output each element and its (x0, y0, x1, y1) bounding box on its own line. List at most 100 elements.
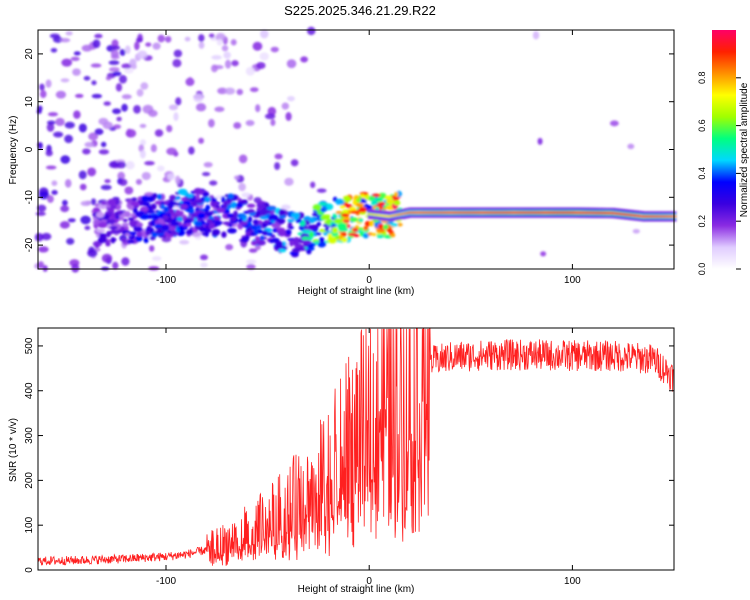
spectrogram-cell (376, 234, 385, 239)
spectrogram-cell (404, 212, 409, 215)
spectrogram-cell (211, 64, 218, 73)
spectrogram-cell (198, 34, 205, 42)
spectrogram-cell (128, 231, 137, 236)
spectrogram-cell (356, 197, 361, 203)
spectrogram-cell (149, 245, 155, 252)
spectrogram-cell (382, 224, 389, 230)
spectrogram-cell (167, 204, 173, 210)
spectrogram-cell (139, 214, 150, 220)
spectrogram-cell (300, 56, 308, 63)
spectrogram-cell (223, 209, 230, 214)
spectrogram-cell (473, 211, 478, 214)
colorbar-tick-label: 0.2 (697, 215, 707, 228)
spectrogram-cell (363, 225, 369, 231)
spectrogram-cell (453, 211, 458, 214)
spectrogram-cell (146, 210, 156, 214)
spectrogram-cell (270, 46, 279, 53)
spectrogram-cell (309, 224, 319, 230)
spectrogram-cell (73, 110, 81, 119)
spectrogram-cell (314, 240, 319, 245)
spectrogram-cell (64, 134, 73, 144)
spectrogram-cell (579, 211, 584, 214)
spectrogram-cell (597, 211, 602, 215)
spectrogram-cell (442, 211, 447, 214)
spectrogram-cell (98, 149, 110, 155)
spectrogram-cell (532, 211, 537, 214)
spectrogram-cell (609, 211, 614, 215)
spectrogram-cell (140, 195, 150, 202)
spectrogram-cell (188, 207, 195, 215)
spectrogram-cell (124, 186, 134, 195)
spectrogram-cell (530, 211, 535, 214)
spectrogram-cell (175, 209, 181, 215)
colorbar-label: Normalized spectral amplitude (739, 82, 750, 217)
spectrogram-cell (546, 211, 551, 214)
spectrogram-cell (662, 215, 667, 218)
spectrogram-cell (117, 171, 126, 181)
spectrogram-cell (200, 219, 205, 224)
spectrogram-cell (375, 213, 380, 217)
spectrogram-cell (187, 77, 194, 86)
spectrogram-cell (266, 206, 277, 211)
spectrogram-cell (241, 236, 249, 243)
spectrogram-cell (90, 198, 97, 206)
spectrogram-cell (140, 139, 147, 146)
spectrogram-cell (228, 223, 233, 228)
spectrogram-cell (255, 210, 261, 217)
spectrogram-cell (650, 215, 655, 218)
spectrogram-xtick-label: 100 (564, 275, 581, 286)
spectrogram-cell (150, 203, 157, 210)
spectrogram-cell (256, 62, 266, 70)
spectrogram-cell (664, 215, 669, 218)
spectrogram-cell (112, 45, 121, 51)
spectrogram-cell (428, 211, 433, 214)
spectrogram-cell (45, 149, 53, 157)
spectrogram-cell (307, 244, 314, 248)
spectrogram-cell (260, 29, 269, 39)
spectrogram-cell (204, 197, 211, 202)
spectrogram-ytick-label: -10 (24, 190, 35, 205)
spectrogram-cell (457, 211, 462, 214)
spectrogram-cell (340, 213, 350, 218)
spectrogram-cell (201, 232, 208, 236)
spectrogram-cell (46, 120, 56, 125)
spectrogram-cell (195, 193, 200, 200)
spectrogram-cell (184, 36, 191, 42)
spectrogram-cell (477, 211, 482, 214)
spectrogram-cell (205, 211, 213, 216)
spectrogram-cell (317, 201, 328, 206)
spectrogram-cell (646, 215, 651, 218)
spectrogram-cell (195, 103, 207, 112)
spectrogram-cell (98, 117, 109, 126)
spectrogram-cell (179, 204, 188, 210)
spectrogram-ylabel: Frequency (Hz) (8, 116, 19, 185)
spectrogram-cell (493, 211, 498, 214)
spectrogram-cell (71, 263, 80, 273)
spectrogram-cell (629, 213, 634, 217)
spectrogram-cell (306, 26, 316, 36)
spectrogram-cell (436, 211, 441, 214)
spectrogram-cell (393, 200, 401, 206)
spectrogram-cell (295, 218, 302, 224)
spectrogram-cell (635, 214, 640, 217)
spectrogram-cell (274, 162, 281, 171)
spectrogram-cell (60, 205, 70, 213)
spectrogram-cell (100, 201, 107, 206)
colorbar-tick-label: 0.4 (697, 167, 707, 180)
spectrogram-cell (463, 211, 468, 214)
spectrogram-cell (229, 216, 237, 222)
spectrogram-cell (87, 167, 97, 177)
spectrogram-cell (572, 211, 577, 214)
spectrogram-cells (34, 26, 677, 273)
spectrogram-cell (394, 191, 399, 197)
spectrogram-cell (260, 208, 269, 215)
spectrogram-cell (166, 173, 175, 181)
spectrogram-cell (294, 237, 300, 242)
snr-plot-area (37, 328, 675, 566)
spectrogram-cell (55, 117, 65, 127)
spectrogram-cell (318, 237, 325, 243)
spectrogram-cell (587, 211, 592, 214)
spectrogram-cell (87, 249, 98, 258)
spectrogram-cell (278, 208, 286, 216)
